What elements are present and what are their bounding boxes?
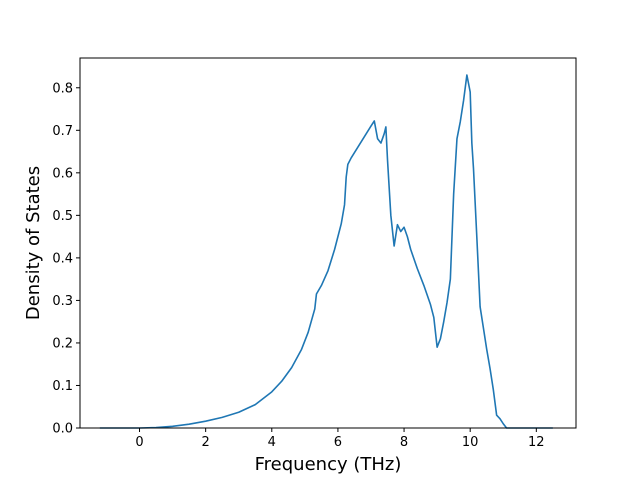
x-tick-label: 12 — [528, 435, 545, 450]
y-axis-ticks: 0.0 0.1 0.2 0.3 0.4 0.5 0.6 0.7 0.8 — [52, 81, 80, 437]
y-axis-label: Density of States — [23, 166, 44, 320]
x-axis-label: Frequency (THz) — [255, 454, 402, 475]
y-tick-label: 0.5 — [52, 209, 73, 224]
plot-area — [80, 58, 576, 428]
x-tick-label: 6 — [334, 435, 342, 450]
y-tick-label: 0.0 — [52, 422, 73, 437]
x-tick-label: 0 — [135, 435, 143, 450]
series-layer — [99, 74, 553, 429]
y-tick-label: 0.3 — [52, 294, 73, 309]
x-tick-label: 10 — [462, 435, 479, 450]
y-tick-label: 0.6 — [52, 166, 73, 181]
y-tick-label: 0.8 — [52, 81, 73, 96]
y-tick-label: 0.4 — [52, 251, 73, 266]
dos-series-line — [99, 74, 553, 429]
y-tick-label: 0.7 — [52, 124, 73, 139]
plot-frame — [79, 57, 577, 429]
y-tick-label: 0.1 — [52, 379, 73, 394]
y-tick-label: 0.2 — [52, 336, 73, 351]
x-tick-label: 2 — [202, 435, 210, 450]
x-tick-label: 8 — [400, 435, 408, 450]
x-axis-ticks: 0 2 4 6 8 10 12 — [135, 428, 545, 450]
x-tick-label: 4 — [268, 435, 276, 450]
